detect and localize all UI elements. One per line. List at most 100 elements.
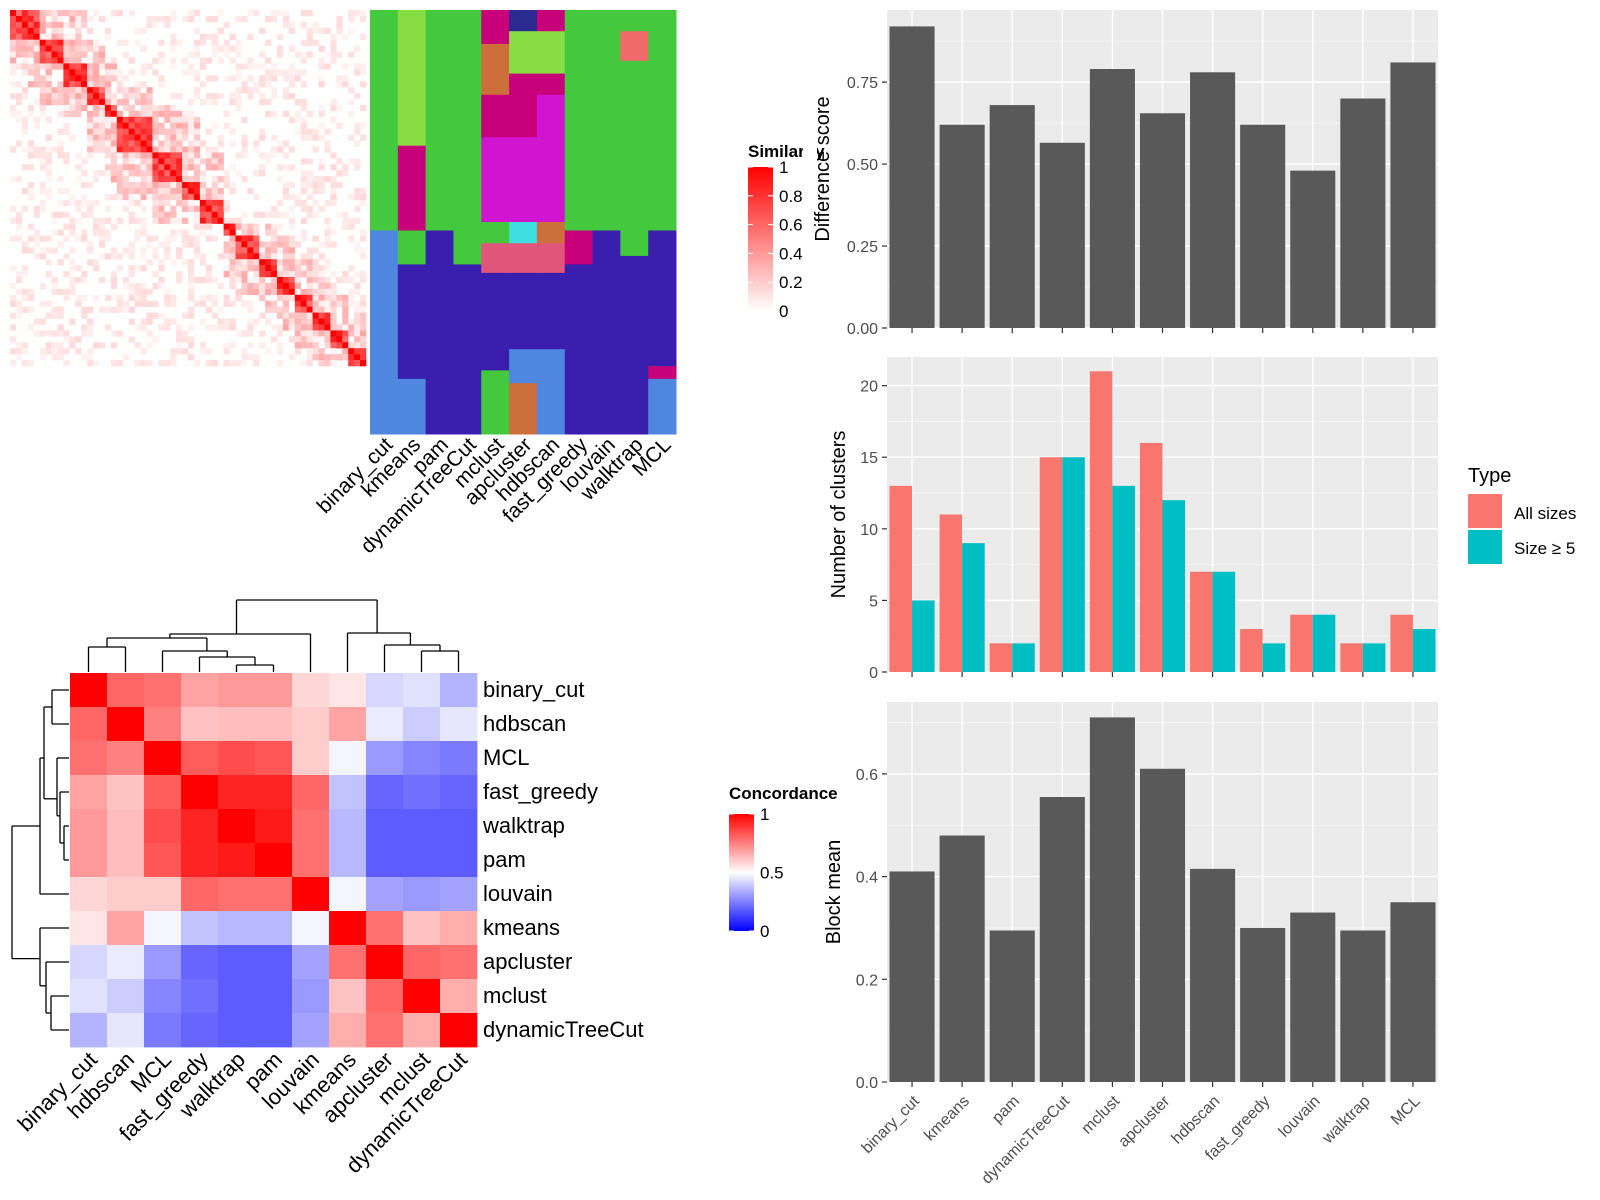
similarity-cell	[152, 104, 159, 112]
similarity-cell	[188, 282, 195, 290]
similarity-cell	[241, 229, 248, 236]
similarity-cell	[146, 288, 153, 296]
similarity-cell	[247, 342, 254, 349]
similarity-cell	[51, 247, 58, 254]
similarity-cell	[45, 116, 52, 124]
y-tick-label: 15	[860, 450, 878, 467]
similarity-cell	[33, 99, 40, 106]
similarity-cell	[21, 164, 29, 171]
similarity-cell	[235, 104, 242, 112]
similarity-cell	[271, 282, 278, 290]
similarity-cell	[330, 294, 337, 302]
similarity-cell	[45, 75, 52, 82]
similarity-cell	[318, 336, 325, 343]
concordance-cell	[329, 1013, 367, 1048]
similarity-cell	[199, 81, 207, 88]
similarity-cell	[247, 229, 254, 236]
similarity-cell	[271, 241, 278, 248]
similarity-cell	[306, 158, 313, 165]
concordance-cell	[218, 945, 256, 980]
similarity-cell	[146, 164, 153, 171]
y-tick-label: 0.0	[856, 1075, 878, 1092]
similarity-cell	[205, 193, 213, 201]
similarity-cell	[300, 134, 307, 141]
similarity-cell	[223, 39, 230, 46]
similarity-cell	[354, 188, 361, 195]
similarity-cell	[188, 188, 195, 195]
similarity-cell	[39, 253, 46, 260]
similarity-cell	[271, 324, 278, 331]
similarity-cell	[170, 140, 177, 147]
similarity-cell	[288, 288, 296, 296]
similarity-cell	[158, 81, 165, 88]
similarity-cell	[211, 188, 218, 195]
similarity-cell	[330, 241, 337, 248]
similarity-cell	[306, 282, 313, 290]
cluster-segment	[481, 10, 510, 45]
similarity-cell	[306, 253, 313, 260]
similarity-cell	[146, 360, 153, 367]
similarity-cell	[170, 134, 177, 141]
similarity-cell	[360, 235, 367, 242]
similarity-cell	[199, 318, 207, 325]
similarity-cell	[122, 104, 129, 112]
similarity-cell	[51, 27, 58, 35]
similarity-cell	[229, 75, 236, 82]
similarity-cell	[277, 164, 284, 171]
similarity-cell	[330, 336, 337, 343]
similarity-cell	[253, 10, 260, 17]
concordance-cell	[144, 877, 182, 912]
similarity-cell	[110, 306, 118, 313]
similarity-cell	[205, 128, 213, 135]
similarity-cell	[277, 199, 284, 207]
similarity-cell	[354, 122, 361, 129]
similarity-cell	[330, 300, 337, 307]
similarity-cell	[259, 81, 266, 88]
concordance-row-label: mclust	[483, 983, 547, 1008]
similarity-cell	[152, 193, 159, 201]
similarity-cell	[229, 277, 236, 284]
similarity-legend-tick-label: 1	[779, 158, 788, 177]
similarity-cell	[330, 288, 337, 296]
similarity-cell	[170, 211, 177, 218]
similarity-cell	[211, 122, 218, 129]
similarity-cell	[176, 182, 183, 189]
similarity-cell	[277, 306, 284, 313]
bar	[1012, 643, 1035, 672]
similarity-cell	[217, 27, 224, 35]
similarity-cell	[294, 110, 302, 118]
similarity-cell	[318, 318, 325, 325]
similarity-cell	[300, 342, 307, 349]
similarity-cell	[229, 342, 236, 349]
cluster-segment	[620, 230, 649, 257]
similarity-cell	[128, 128, 135, 135]
similarity-cell	[318, 176, 325, 183]
similarity-cell	[271, 235, 278, 242]
similarity-cell	[63, 99, 70, 106]
similarity-cell	[158, 199, 165, 207]
cluster-segment	[592, 230, 621, 257]
similarity-cell	[259, 342, 266, 349]
similarity-legend-tick-label: 0.2	[779, 273, 803, 292]
similarity-cell	[10, 93, 17, 100]
similarity-cell	[81, 81, 88, 88]
similarity-cell	[205, 146, 213, 153]
similarity-cell	[69, 282, 76, 290]
similarity-cell	[271, 87, 278, 94]
similarity-cell	[282, 188, 290, 195]
similarity-cell	[140, 164, 147, 171]
similarity-cell	[205, 348, 213, 355]
similarity-cell	[87, 81, 94, 88]
concordance-cell	[366, 843, 404, 878]
similarity-cell	[10, 348, 17, 355]
similarity-cell	[39, 27, 46, 35]
similarity-cell	[93, 229, 100, 236]
similarity-cell	[164, 217, 171, 224]
similarity-cell	[205, 93, 213, 100]
concordance-cell	[440, 775, 478, 810]
similarity-cell	[140, 146, 147, 153]
concordance-cell	[107, 1013, 145, 1048]
similarity-cell	[324, 241, 331, 248]
similarity-cell	[306, 306, 313, 313]
similarity-cell	[140, 63, 147, 70]
